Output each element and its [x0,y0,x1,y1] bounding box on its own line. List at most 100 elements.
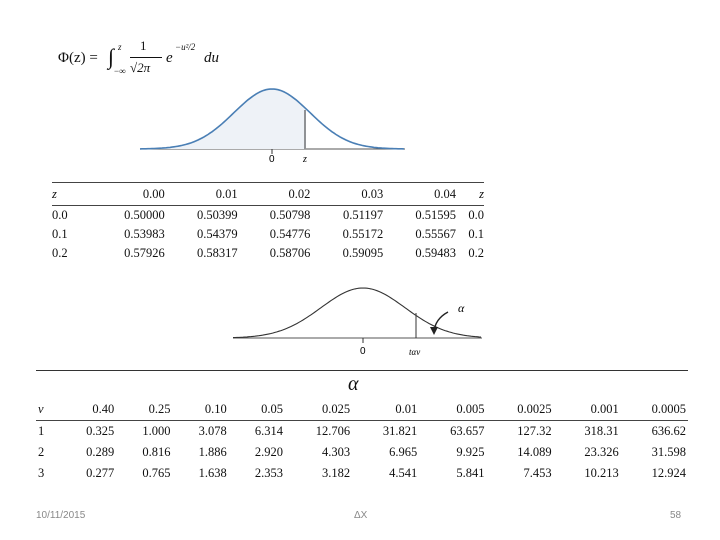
table-cell: 0.51595 [415,208,456,222]
t-header: v [38,401,44,416]
table-cell: 3.182 [321,466,351,480]
alpha-label: α [458,301,465,315]
table-cell: 31.598 [651,445,686,459]
z-table: z 0.00 0.01 0.02 0.03 0.04 z 0.0 0.50000… [52,182,484,263]
formula-fraction-bar [130,57,162,58]
table-cell: 1.638 [198,466,227,480]
t-table-title: α [348,373,359,395]
table-cell: 0.816 [142,445,171,459]
table-cell: 14.089 [517,445,552,459]
normal-curve-shade [140,89,306,149]
table-cell: 0.2 [52,246,68,260]
t-header: 0.001 [590,401,619,416]
z-header: 0.01 [215,186,238,201]
t-header: 0.10 [204,401,227,416]
table-cell: 0.1 [468,227,484,241]
t-zero-label: 0 [360,346,366,357]
table-cell: 0.0 [468,208,484,222]
table-cell: 0.54776 [269,227,311,241]
table-cell: 1.000 [142,424,171,438]
table-cell: 0.53983 [124,227,165,241]
table-cell: 0.50798 [269,208,311,222]
table-cell: 3 [38,466,45,480]
table-cell: 0.1 [52,227,68,241]
t-header: 0.0005 [651,401,686,416]
table-cell: 12.924 [651,466,686,480]
formula-upper-limit: z [118,42,122,52]
table-cell: 0.765 [142,466,171,480]
formula-du: du [204,50,219,66]
table-cell: 0.50399 [196,208,238,222]
table-cell: 4.541 [389,466,418,480]
footer-date: 10/11/2015 [36,510,86,521]
table-cell: 0.289 [86,445,115,459]
alpha-arrowhead-icon [430,327,438,335]
z-header: z [479,186,484,201]
table-cell: 6.965 [389,445,418,459]
table-cell: 1.886 [198,445,227,459]
t-table-top-rule [36,370,688,371]
formula-lower-limit: −∞ [114,66,126,76]
t-header: 0.025 [321,401,351,416]
table-cell: 0.325 [86,424,115,438]
table-cell: 0.50000 [124,208,165,222]
table-cell: 2 [38,445,45,459]
table-cell: 0.59095 [342,246,384,260]
z-header: z [52,186,57,201]
t-header: 0.01 [395,401,418,416]
t-table: v 0.40 0.25 0.10 0.05 0.025 0.01 0.005 0… [36,398,688,484]
table-row: 0.1 0.53983 0.54379 0.54776 0.55172 0.55… [52,225,484,244]
table-row: 0.0 0.50000 0.50399 0.50798 0.51197 0.51… [52,206,484,226]
table-cell: 0.57926 [124,246,165,260]
t-curve-figure: 0 tαv α [232,287,482,357]
table-cell: 3.078 [198,424,227,438]
table-cell: 0.55567 [415,227,456,241]
table-cell: 0.51197 [343,208,384,222]
table-row: 0.2 0.57926 0.58317 0.58706 0.59095 0.59… [52,244,484,263]
t-curve [232,287,482,339]
formula-integral: ∫ [108,44,115,69]
t-header: 0.005 [456,401,485,416]
t-header: 0.40 [92,401,115,416]
table-cell: 4.303 [321,445,351,459]
table-cell: 2.920 [254,445,283,459]
table-cell: 0.58317 [196,246,238,260]
normal-curve-figure: 0 z [139,88,405,165]
table-cell: 6.314 [254,424,283,438]
z-header: 0.03 [361,186,384,201]
formula-exp-base: e [166,50,173,66]
table-cell: 318.31 [584,424,619,438]
cdf-formula: Φ(z) = ∫ z −∞ 1 √2π e −u²/2 du [58,38,258,90]
table-cell: 5.841 [456,466,485,480]
z-header: 0.00 [142,186,165,201]
footer-page-number: 58 [670,510,682,521]
z-label: z [302,154,307,165]
table-cell: 63.657 [450,424,485,438]
z-header: 0.02 [288,186,311,201]
table-cell: 7.453 [523,466,552,480]
table-cell: 23.326 [584,445,619,459]
table-cell: 0.59483 [415,246,456,260]
t-header: 0.25 [148,401,171,416]
table-row: 2 0.289 0.816 1.886 2.920 4.303 6.965 9.… [36,442,688,463]
table-cell: 127.32 [517,424,552,438]
table-cell: 12.706 [315,424,351,438]
table-row: 1 0.325 1.000 3.078 6.314 12.706 31.821 … [36,421,688,443]
t-header: 0.0025 [517,401,552,416]
zero-label: 0 [269,154,275,165]
formula-denominator: √2π [130,60,151,75]
table-cell: 636.62 [651,424,686,438]
table-cell: 2.353 [254,466,283,480]
z-header: 0.04 [434,186,456,201]
normal-curve [139,88,405,150]
t-table-header-row: v 0.40 0.25 0.10 0.05 0.025 0.01 0.005 0… [36,398,688,421]
table-row: 3 0.277 0.765 1.638 2.353 3.182 4.541 5.… [36,463,688,484]
table-cell: 1 [38,424,45,438]
table-cell: 0.2 [468,246,484,260]
formula-exponent: −u²/2 [175,42,196,52]
t-header: 0.05 [261,401,283,416]
table-cell: 31.821 [382,424,418,438]
table-cell: 0.55172 [342,227,384,241]
table-cell: 0.0 [52,208,68,222]
table-cell: 0.58706 [269,246,311,260]
